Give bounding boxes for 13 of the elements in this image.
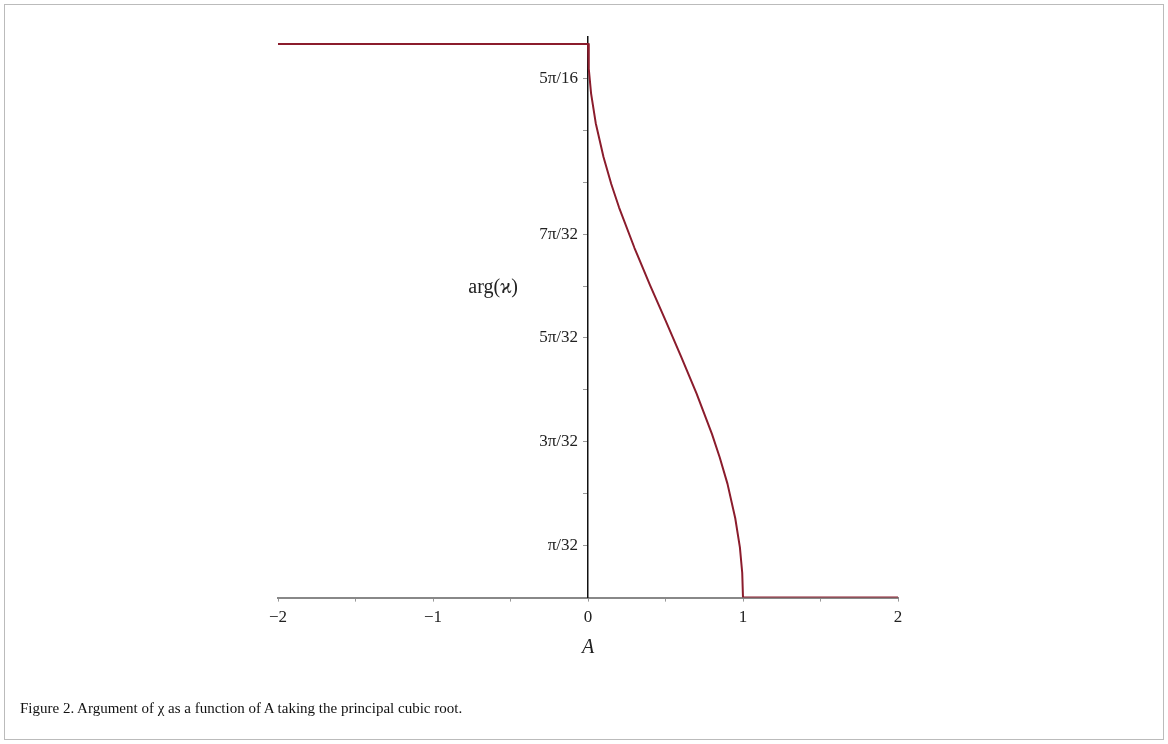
caption: Figure 2. Argument of χ as a function of A taking the principal cubic root. [20,700,463,717]
y-tick-label: 7π/32 [539,223,578,243]
x-tick-label: 0 [583,607,593,627]
x-tick-label: 1 [738,607,748,627]
x-tick-label: −1 [423,607,443,627]
y-axis-title: arg(ϰ) [468,274,518,298]
y-tick-label: 5π/16 [539,67,578,87]
y-tick-label: 5π/32 [539,327,578,347]
x-tick-label: 2 [893,607,903,627]
x-tick-label: −2 [268,607,288,627]
y-tick-label: π/32 [547,535,578,555]
x-axis-title: A [579,635,595,658]
y-tick-label: 3π/32 [539,431,578,451]
